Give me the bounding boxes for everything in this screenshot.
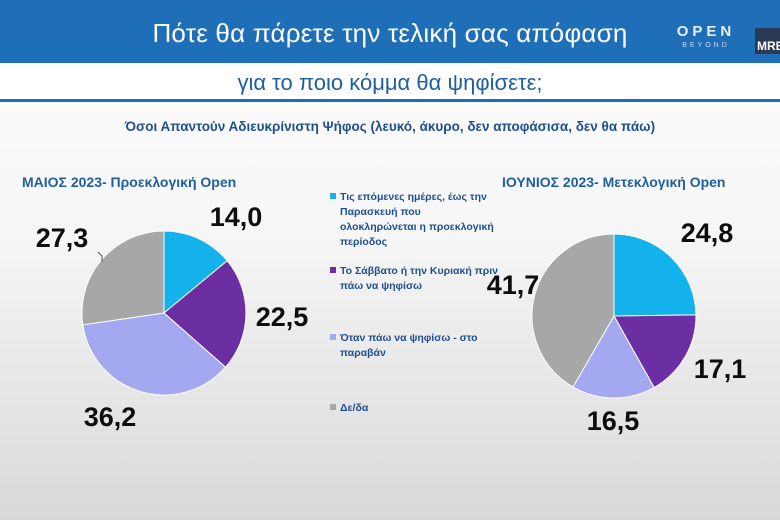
pie-slice-june-weekend bbox=[613, 314, 697, 389]
subtitle-band bbox=[0, 63, 780, 102]
pie-label-june-dk-na: 41,7 bbox=[487, 270, 540, 300]
pie-slice-may-next-days bbox=[163, 230, 228, 315]
legend-swatch-next-days bbox=[330, 193, 336, 199]
open-logo: OPEN bbox=[676, 23, 736, 40]
pie-slice-june-at-booth bbox=[572, 314, 655, 399]
mrb-logo: MRB bbox=[755, 28, 780, 54]
header-bar bbox=[0, 0, 780, 63]
page-title: Πότε θα πάρετε την τελική σας απόφαση bbox=[152, 18, 628, 48]
page-subtitle: για το ποιο κόμμα θα ψηφίσετε; bbox=[237, 70, 543, 95]
pie-label-may-weekend: 22,5 bbox=[256, 302, 309, 332]
pie-label-june-next-days: 24,8 bbox=[681, 218, 734, 248]
legend-label-weekend: Το Σάββατο ή την Κυριακή πριν πάω να ψηφ… bbox=[340, 265, 498, 292]
legend-label-at-booth: Όταν πάω να ψηφίσω - στο παραβάν bbox=[340, 332, 478, 359]
callout-line-27-3 bbox=[97, 251, 103, 262]
chart-title-may: ΜΑΙΟΣ 2023- Προεκλογική Open bbox=[22, 174, 237, 190]
pie-chart-may: 14,0 22,5 36,2 27,3 bbox=[36, 202, 309, 432]
pie-slice-may-at-booth bbox=[82, 312, 227, 396]
pie-slice-june-next-days bbox=[613, 233, 697, 317]
pie-slice-may-dk-na bbox=[81, 230, 165, 326]
mrb-logo-text: MRB bbox=[757, 39, 780, 53]
respondents-note: Όσοι Απαντούν Αδιευκρίνιστη Ψήφος (λευκό… bbox=[124, 119, 656, 134]
legend-swatch-dk-na bbox=[330, 404, 336, 410]
pie-label-may-next-days: 14,0 bbox=[210, 202, 263, 232]
pie-label-june-at-booth: 16,5 bbox=[587, 406, 640, 436]
legend-swatch-at-booth bbox=[330, 334, 336, 340]
pie-label-june-weekend: 17,1 bbox=[694, 354, 747, 384]
pie-slice-may-weekend bbox=[163, 260, 247, 368]
pie-label-may-at-booth: 36,2 bbox=[84, 402, 137, 432]
pie-slice-june-dk-na bbox=[531, 233, 615, 388]
legend-label-dk-na: Δε/δα bbox=[340, 402, 369, 414]
legend-swatch-weekend bbox=[330, 267, 336, 273]
legend-label-next-days: Τις επόμενες ημέρες, έως την Παρασκευή π… bbox=[340, 191, 494, 248]
pie-chart-june: 24,8 17,1 16,5 41,7 bbox=[487, 218, 747, 436]
pie-label-may-dk-na: 27,3 bbox=[36, 223, 89, 253]
chart-title-june: ΙΟΥΝΙΟΣ 2023- Μετεκλογική Open bbox=[502, 174, 726, 190]
open-logo-subtitle: BEYOND bbox=[682, 42, 730, 49]
